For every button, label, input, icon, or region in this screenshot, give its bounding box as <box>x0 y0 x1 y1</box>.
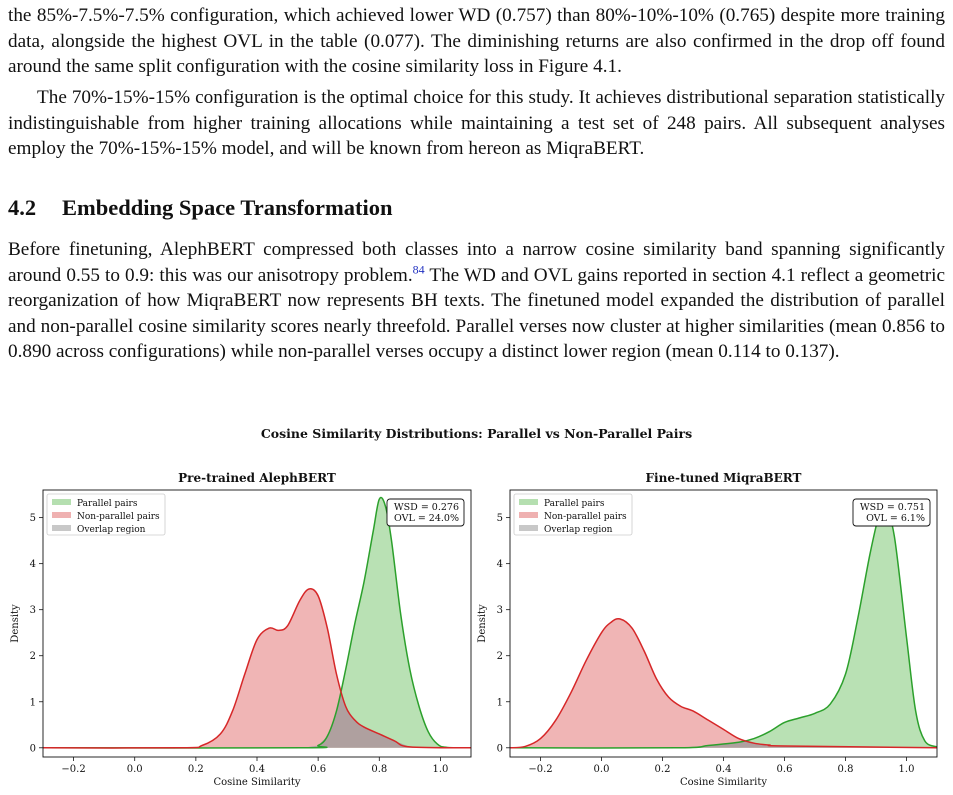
x-axis-label: Cosine Similarity <box>213 777 300 788</box>
paragraph-2: The 70%-15%-15% configuration is the opt… <box>8 85 945 162</box>
stats-line: OVL = 24.0% <box>394 513 459 524</box>
figure-title: Cosine Similarity Distributions: Paralle… <box>260 426 693 441</box>
stats-line: WSD = 0.276 <box>394 502 459 513</box>
series-line-parallel <box>510 506 937 749</box>
x-tick-label: −0.2 <box>528 764 552 775</box>
paragraph-3-part-a: Before finetuning, AlephBERT compressed … <box>8 239 945 286</box>
section-title: Embedding Space Transformation <box>62 195 393 220</box>
panel-title: Fine-tuned MiqraBERT <box>646 471 802 485</box>
panel-title: Pre-trained AlephBERT <box>178 471 336 485</box>
legend-label: Non-parallel pairs <box>544 512 627 522</box>
y-axis-label: Density <box>10 604 21 643</box>
y-tick-label: 3 <box>30 605 36 616</box>
x-tick-label: 0.6 <box>310 764 326 775</box>
legend-label: Parallel pairs <box>77 499 138 509</box>
x-tick-label: 0.4 <box>716 764 732 775</box>
x-tick-label: 0.0 <box>127 764 143 775</box>
y-tick-label: 5 <box>497 513 503 524</box>
plot-area <box>43 496 471 749</box>
stats-line: OVL = 6.1% <box>866 513 925 524</box>
legend-swatch <box>519 499 538 505</box>
paragraph-3-text: Before finetuning, AlephBERT compressed … <box>8 237 945 365</box>
footnote-ref[interactable]: 84 <box>412 262 425 277</box>
x-tick-label: 0.4 <box>249 764 265 775</box>
stats-line: WSD = 0.751 <box>860 502 925 513</box>
stats-box <box>386 498 465 527</box>
legend-label: Overlap region <box>77 525 146 535</box>
legend-swatch <box>52 525 71 531</box>
x-tick-label: 1.0 <box>899 764 915 775</box>
series-line-parallel <box>43 496 471 749</box>
series-fill-non-parallel <box>43 588 471 748</box>
y-tick-label: 2 <box>497 651 503 662</box>
y-tick-label: 4 <box>497 559 503 570</box>
y-tick-label: 1 <box>497 697 503 708</box>
x-tick-label: 1.0 <box>432 764 448 775</box>
y-axis-label: Density <box>477 604 488 643</box>
series-line-non-parallel <box>510 617 937 749</box>
section-heading: 4.2 Embedding Space Transformation <box>8 195 392 221</box>
series-fill-non-parallel <box>510 618 937 748</box>
x-axis-label: Cosine Similarity <box>680 777 767 788</box>
legend-label: Non-parallel pairs <box>77 512 160 522</box>
legend-swatch <box>519 512 538 518</box>
paragraph-1: the 85%-7.5%-7.5% configuration, which a… <box>8 3 945 80</box>
legend: Parallel pairs Non-parallel pairs Overlap … <box>46 493 166 536</box>
series-line-non-parallel <box>43 588 471 749</box>
paragraph-1-text: the 85%-7.5%-7.5% configuration, which a… <box>8 5 945 77</box>
legend: Parallel pairs Non-parallel pairs Overlap … <box>513 493 633 536</box>
y-tick-label: 2 <box>30 651 36 662</box>
section-number: 4.2 <box>8 195 37 220</box>
chart-panel-2: Fine-tuned MiqraBERT −0.2 0.0 0.2 0.4 0.6 0.8 1… <box>477 471 938 788</box>
series-fill-parallel <box>510 506 937 748</box>
legend-box <box>513 493 633 536</box>
legend-label: Overlap region <box>544 525 613 535</box>
overlap-region-fill <box>43 694 471 748</box>
plot-area <box>510 506 937 749</box>
y-tick-label: 0 <box>497 743 503 754</box>
x-tick-label: 0.0 <box>594 764 610 775</box>
legend-swatch <box>52 499 71 505</box>
legend-box <box>46 493 166 536</box>
y-tick-label: 4 <box>30 559 36 570</box>
legend-label: Parallel pairs <box>544 499 605 509</box>
series-fill-parallel <box>43 497 471 748</box>
stats-box <box>852 498 931 527</box>
x-tick-label: 0.8 <box>838 764 854 775</box>
y-tick-label: 0 <box>30 743 36 754</box>
paragraph-3-part-b: The WD and OVL gains reported in section… <box>8 264 946 363</box>
paragraph-3: Before finetuning, AlephBERT compressed … <box>8 237 945 365</box>
x-tick-label: −0.2 <box>61 764 85 775</box>
y-tick-label: 3 <box>497 605 503 616</box>
paragraph-2-text: The 70%-15%-15% configuration is the opt… <box>8 87 945 159</box>
x-tick-label: 0.8 <box>371 764 387 775</box>
x-tick-label: 0.2 <box>655 764 671 775</box>
chart-panel-1: Pre-trained AlephBERT −0.2 0.0 0.2 0.4 0.6 0.8… <box>10 471 472 788</box>
x-tick-label: 0.6 <box>777 764 793 775</box>
x-tick-label: 0.2 <box>188 764 204 775</box>
y-tick-label: 1 <box>30 697 36 708</box>
legend-swatch <box>519 525 538 531</box>
y-tick-label: 5 <box>30 513 36 524</box>
figure-chart: Pre-trained AlephBERT −0.2 0.0 0.2 0.4 0.6 0.8… <box>10 471 938 788</box>
legend-swatch <box>52 512 71 518</box>
